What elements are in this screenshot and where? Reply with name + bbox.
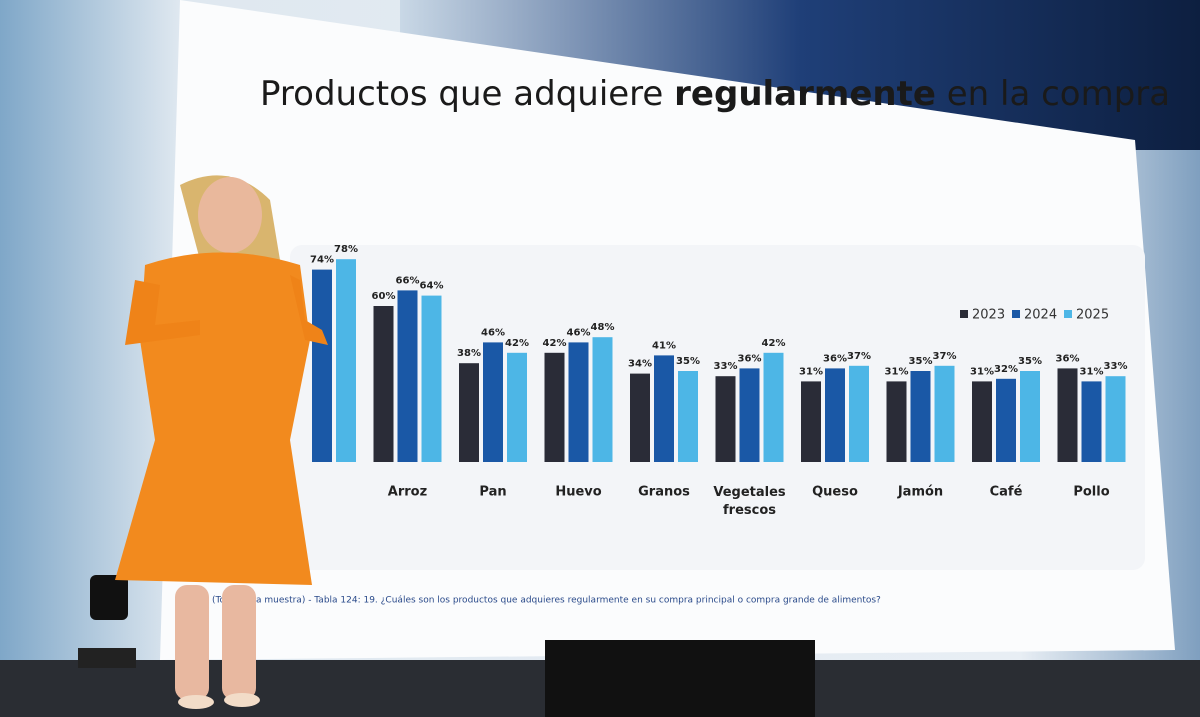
value-label: 35% (909, 356, 933, 367)
value-label: 46% (481, 327, 505, 338)
x-tick-label: Huevo (555, 485, 601, 500)
bar (910, 371, 931, 462)
bar-chart: 60%38%42%34% 33% 31% 31% 31%36%74%66%46% 46%4… (310, 244, 1127, 517)
chart-title: Productos que adquiere regularmente en l… (260, 74, 1170, 114)
value-label: 33% (1104, 361, 1128, 372)
bar (678, 371, 698, 462)
value-label: 42% (505, 338, 529, 349)
x-tick-label: Queso (812, 485, 858, 500)
value-label: 42% (762, 338, 786, 349)
x-tick-label: Arroz (388, 485, 427, 500)
value-label: 31% (799, 366, 823, 377)
legend-label: 2025 (1076, 308, 1109, 323)
bar (825, 368, 845, 462)
value-label: 32% (994, 364, 1018, 375)
title-part: Productos que adquiere (260, 74, 663, 114)
legend-label: 2023 (972, 308, 1005, 323)
value-label: 31% (1080, 366, 1104, 377)
x-tick-label: Jamón (897, 485, 943, 500)
value-label: 31% (885, 366, 909, 377)
bar (459, 363, 479, 462)
bar (1057, 368, 1078, 462)
head (198, 177, 262, 253)
bar (592, 337, 613, 462)
bar (801, 381, 821, 462)
bar (397, 290, 418, 462)
arm (125, 280, 200, 345)
bar (763, 352, 784, 462)
speaker (115, 175, 328, 709)
legend-swatch (960, 310, 968, 318)
value-label: 41% (652, 340, 676, 351)
bar (421, 295, 442, 462)
shoe (178, 695, 214, 709)
bar (507, 352, 527, 462)
value-label: 78% (334, 244, 358, 255)
bar (336, 259, 356, 462)
bar (849, 365, 869, 462)
legend-swatch (1012, 310, 1020, 318)
bar (1020, 371, 1040, 462)
bar (715, 376, 736, 462)
value-label: 35% (1018, 356, 1042, 367)
bar (568, 342, 589, 462)
legend-label: 2024 (1024, 308, 1057, 323)
bar (654, 355, 674, 462)
value-label: 36% (738, 353, 762, 364)
value-label: 66% (396, 275, 420, 286)
value-label: 37% (933, 351, 957, 362)
value-label: 38% (457, 348, 481, 359)
x-tick-label: Pollo (1073, 485, 1109, 500)
title-part: en la compra (947, 74, 1170, 114)
title-part: regularmente (674, 74, 936, 114)
x-tick-label: Pan (479, 485, 506, 500)
stage-light (90, 575, 128, 620)
bar (739, 368, 760, 462)
bar (886, 381, 907, 462)
value-label: 74% (310, 255, 334, 266)
bar (483, 342, 503, 462)
value-label: 60% (372, 291, 396, 302)
shoe (224, 693, 260, 707)
leg (175, 585, 209, 700)
arm (290, 275, 328, 345)
x-tick-label: Granos (638, 485, 690, 500)
bar (996, 378, 1016, 462)
bar (373, 306, 394, 462)
stage-monitor (545, 640, 815, 717)
bar (312, 269, 332, 462)
legend-swatch (1064, 310, 1072, 318)
bar (1105, 376, 1126, 462)
bar (544, 352, 565, 462)
value-label: 48% (591, 322, 615, 333)
value-label: 33% (714, 361, 738, 372)
stage-light-base (78, 648, 136, 668)
bar (1081, 381, 1102, 462)
x-tick-label: Vegetales frescos (713, 485, 786, 518)
value-label: 34% (628, 359, 652, 370)
value-label: 37% (847, 351, 871, 362)
value-label: 36% (1056, 353, 1080, 364)
x-tick-label: Café (990, 485, 1023, 500)
value-label: 42% (543, 338, 567, 349)
bar (972, 381, 992, 462)
value-label: 31% (970, 366, 994, 377)
value-label: 46% (567, 327, 591, 338)
value-label: 36% (823, 353, 847, 364)
leg (222, 585, 256, 700)
bar (630, 373, 650, 462)
value-label: 35% (676, 356, 700, 367)
bar (934, 365, 955, 462)
source-note: (Total de la muestra) - Tabla 124: 19. ¿… (212, 596, 881, 606)
value-label: 64% (420, 281, 444, 292)
